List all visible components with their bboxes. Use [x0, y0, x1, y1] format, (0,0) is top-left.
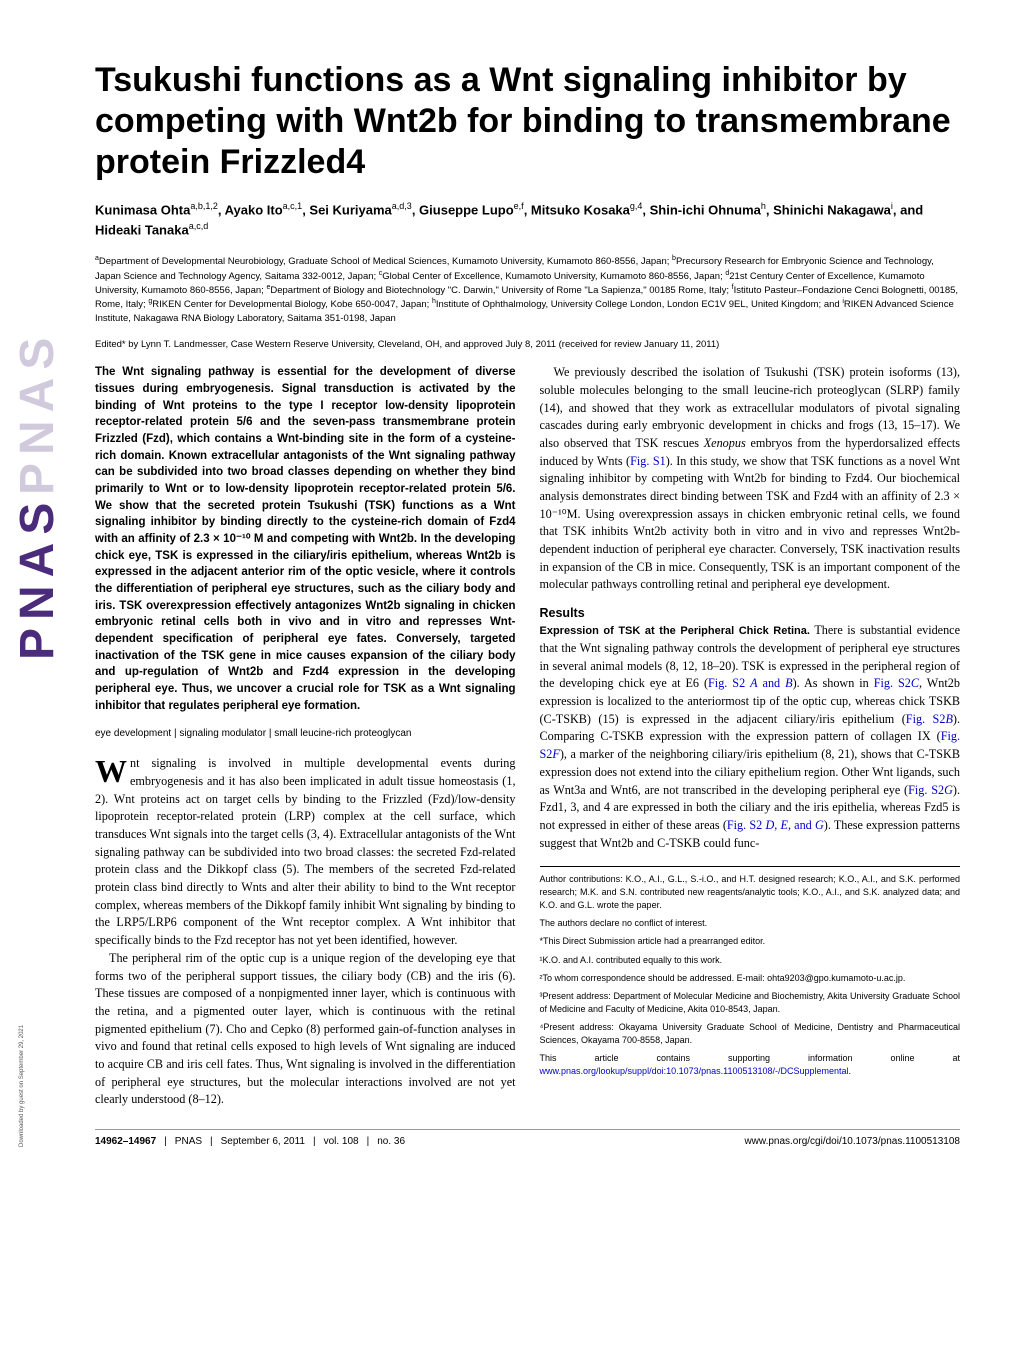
- intro-para-1: nt signaling is involved in multiple dev…: [95, 756, 516, 947]
- footer-issue: no. 36: [377, 1136, 405, 1147]
- footer-sep-1: |: [164, 1136, 167, 1147]
- dropcap: W: [95, 755, 130, 785]
- footer-vol: vol. 108: [324, 1136, 359, 1147]
- page-numbers: 14962–14967: [95, 1136, 156, 1147]
- footnote-suppl: This article contains supporting informa…: [540, 1052, 961, 1078]
- results-heading: Results: [540, 606, 961, 620]
- right-para-1: We previously described the isolation of…: [540, 364, 961, 594]
- footer-sep-3: |: [313, 1136, 316, 1147]
- two-column-layout: The Wnt signaling pathway is essential f…: [95, 364, 960, 1109]
- footnote-4: ⁴Present address: Okayama University Gra…: [540, 1021, 961, 1047]
- journal-logo-sidebar: PNAS PNAS: [10, 60, 65, 660]
- footer-journal: PNAS: [175, 1136, 202, 1147]
- page-container: PNAS PNAS Downloaded by guest on Septemb…: [0, 0, 1020, 1177]
- footnote-contrib: Author contributions: K.O., A.I., G.L., …: [540, 873, 961, 912]
- edited-line: Edited* by Lynn T. Landmesser, Case West…: [95, 339, 960, 350]
- footnote-2: ²To whom correspondence should be addres…: [540, 972, 961, 985]
- footnote-conflict: The authors declare no conflict of inter…: [540, 917, 961, 930]
- intro-text: Wnt signaling is involved in multiple de…: [95, 755, 516, 1109]
- download-note: Downloaded by guest on September 29, 202…: [19, 1025, 25, 1147]
- keywords: eye development | signaling modulator | …: [95, 728, 516, 739]
- logo-main: PNAS: [10, 495, 65, 660]
- footnote-3: ³Present address: Department of Molecula…: [540, 990, 961, 1016]
- footer-sep-4: |: [367, 1136, 370, 1147]
- right-intro-text: We previously described the isolation of…: [540, 364, 961, 594]
- footnote-1: ¹K.O. and A.I. contributed equally to th…: [540, 954, 961, 967]
- logo-light: PNAS: [10, 329, 65, 494]
- footnote-editor: *This Direct Submission article had a pr…: [540, 935, 961, 948]
- abstract: The Wnt signaling pathway is essential f…: [95, 364, 516, 714]
- footer-left: 14962–14967 | PNAS | September 6, 2011 |…: [95, 1136, 405, 1147]
- right-column: We previously described the isolation of…: [540, 364, 961, 1109]
- article-title: Tsukushi functions as a Wnt signaling in…: [95, 60, 960, 182]
- footer-date: September 6, 2011: [221, 1136, 305, 1147]
- authors-line: Kunimasa Ohtaa,b,1,2, Ayako Itoa,c,1, Se…: [95, 200, 960, 240]
- results-text: Expression of TSK at the Peripheral Chic…: [540, 622, 961, 852]
- page-footer: 14962–14967 | PNAS | September 6, 2011 |…: [95, 1129, 960, 1147]
- affiliations: aDepartment of Developmental Neurobiolog…: [95, 254, 960, 325]
- results-para-1: There is substantial evidence that the W…: [540, 623, 961, 850]
- footnotes-block: Author contributions: K.O., A.I., G.L., …: [540, 866, 961, 1078]
- left-column: The Wnt signaling pathway is essential f…: [95, 364, 516, 1109]
- results-subheading-1: Expression of TSK at the Peripheral Chic…: [540, 625, 810, 637]
- footer-sep-2: |: [210, 1136, 213, 1147]
- intro-para-2: The peripheral rim of the optic cup is a…: [95, 950, 516, 1109]
- footer-url: www.pnas.org/cgi/doi/10.1073/pnas.110051…: [744, 1136, 960, 1147]
